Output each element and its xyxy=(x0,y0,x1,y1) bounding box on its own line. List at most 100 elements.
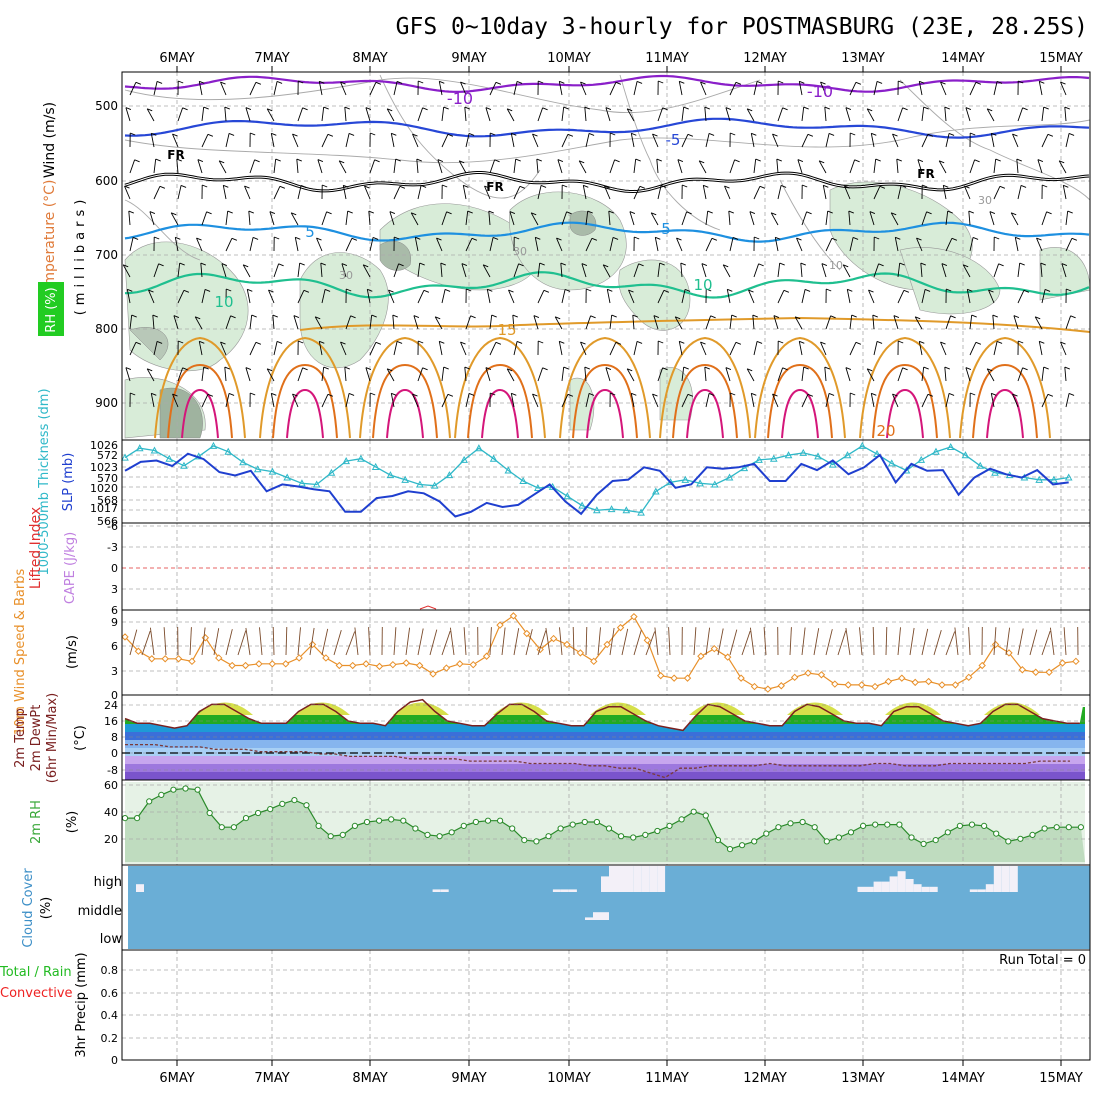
wind10-marker xyxy=(723,653,732,661)
wind-barb-flag xyxy=(176,158,182,162)
wind-barb-flag xyxy=(900,184,907,188)
wind-barb xyxy=(365,107,371,122)
wind10-marker xyxy=(295,654,303,662)
wind-barb xyxy=(1017,107,1024,122)
wind-barb-flag xyxy=(636,80,643,84)
wind-barb-flag xyxy=(179,262,185,266)
rh2m-marker xyxy=(751,838,758,845)
y-tick-label-wind: 6 xyxy=(111,640,118,653)
wind10-marker xyxy=(375,662,384,671)
wind-barb-flag xyxy=(851,314,857,318)
wind10-barb xyxy=(309,627,315,656)
wind-barb-flag xyxy=(435,316,441,320)
wind-barb-flag xyxy=(638,263,644,267)
wind-barb xyxy=(893,315,899,330)
wind-barb-flag xyxy=(274,236,280,240)
wind-barb xyxy=(825,238,833,252)
wind-barb-flag xyxy=(1039,80,1045,84)
contour-temp-20 xyxy=(372,363,438,439)
wind-barb-flag xyxy=(828,132,835,136)
y-tick-label-li: 3 xyxy=(111,583,118,596)
wind-barb-flag xyxy=(700,81,706,85)
rh-contour xyxy=(124,119,1091,164)
wind-barb xyxy=(438,341,443,356)
thickness-marker xyxy=(534,483,542,492)
wind-barb-flag xyxy=(611,314,617,318)
wind-barb-flag xyxy=(559,80,565,84)
contour-temp-25 xyxy=(886,388,924,439)
ylabel-slp: SLP (mb) xyxy=(61,453,76,512)
wind-barb xyxy=(605,367,611,382)
contour-label: FR xyxy=(917,167,934,181)
wind-barb xyxy=(124,185,131,200)
wind-barb xyxy=(344,367,347,382)
wind-barb xyxy=(461,263,467,278)
wind-barb xyxy=(1062,185,1067,200)
wind-barb xyxy=(465,238,473,252)
wind-barb-flag xyxy=(319,340,325,344)
wind-barb-flag xyxy=(845,107,852,111)
wind-barb xyxy=(657,367,664,382)
wind-barb xyxy=(464,367,467,382)
wind-barb-flag xyxy=(322,184,328,188)
wind-barb-flag xyxy=(893,315,900,319)
thickness-marker xyxy=(180,461,188,469)
wind-barb-flag xyxy=(344,106,350,110)
wind-barb-flag xyxy=(819,160,825,164)
wind-barb-flag xyxy=(293,315,300,319)
wind-barb-flag xyxy=(351,237,358,241)
wind-barb xyxy=(870,393,875,408)
wind10-barb xyxy=(954,627,959,656)
wind10-barb xyxy=(933,629,942,656)
wind-barb-flag xyxy=(439,340,445,344)
wind-barb xyxy=(393,81,398,96)
wind-barb-flag xyxy=(365,367,372,371)
wind-barb xyxy=(414,237,419,252)
wind-barb xyxy=(969,82,977,96)
wind-barb xyxy=(652,133,659,148)
wind-barb-flag xyxy=(917,159,924,163)
wind-barb-flag xyxy=(927,133,934,137)
wind-barb xyxy=(128,211,131,226)
wind-barb-flag xyxy=(1071,237,1078,241)
wind10-barb xyxy=(945,631,956,656)
rh2m-marker xyxy=(642,831,649,839)
wind-barb-flag xyxy=(1018,340,1024,344)
wind-barb xyxy=(201,107,205,122)
cloud-high-bar xyxy=(977,889,986,892)
wind-barb-flag xyxy=(1022,367,1028,371)
wind-barb xyxy=(297,290,305,304)
y-tick-label-temp: 16 xyxy=(104,715,118,728)
wind-barb xyxy=(417,367,424,382)
x-tick-label-bottom: 12MAY xyxy=(743,1071,787,1086)
wind-barb-flag xyxy=(195,316,201,320)
wind-barb-flag xyxy=(1063,184,1069,188)
wind10-marker xyxy=(201,634,210,642)
wind10-barb xyxy=(813,628,820,656)
wind-barb xyxy=(201,211,208,226)
wind-barb-flag xyxy=(347,210,353,214)
wind-barb-flag xyxy=(902,107,908,111)
wind-barb xyxy=(224,367,227,382)
wind-barb-flag xyxy=(1068,392,1075,396)
y-tick-label-li: -6 xyxy=(107,520,118,533)
thickness-marker xyxy=(637,508,645,516)
wind-barb-flag xyxy=(775,236,781,240)
wind-barb-flag xyxy=(711,237,718,241)
wind-barb-flag xyxy=(368,210,374,214)
wind-barb xyxy=(609,237,614,252)
wind-barb xyxy=(652,393,659,408)
wind-barb xyxy=(225,238,233,252)
thickness-marker xyxy=(932,447,940,455)
wind-barb-flag xyxy=(950,315,956,319)
wind-barb xyxy=(220,341,227,356)
wind-barb xyxy=(705,133,710,148)
wind-barb-flag xyxy=(317,159,324,163)
thickness-marker xyxy=(268,467,277,475)
wind-barb-flag xyxy=(555,316,561,320)
wind-barb xyxy=(1065,393,1070,408)
wind-barb-flag xyxy=(903,289,910,293)
wind-barb-flag xyxy=(316,237,322,241)
wind10-barb xyxy=(609,627,615,656)
